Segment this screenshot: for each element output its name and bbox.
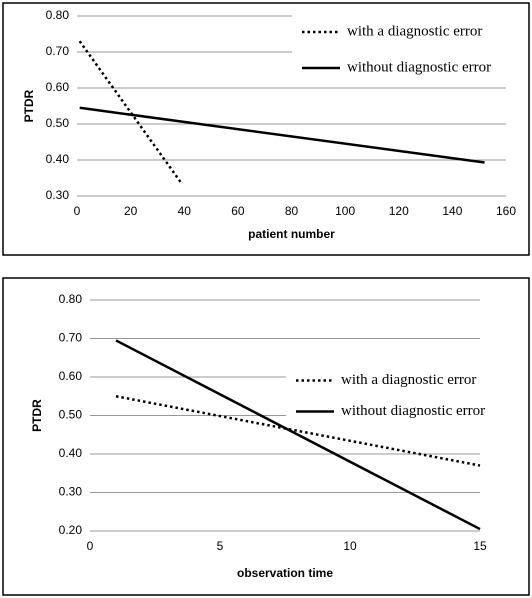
x-tick-label: 160	[496, 204, 516, 218]
y-tick-label: 0.40	[46, 152, 70, 166]
y-axis-label: PTDR	[22, 89, 36, 122]
y-tick-label: 0.60	[59, 369, 83, 383]
y-tick-label: 0.40	[59, 446, 83, 460]
x-tick-label: 80	[285, 204, 299, 218]
x-tick-label: 0	[74, 204, 81, 218]
x-tick-label: 10	[343, 539, 357, 553]
x-axis-label: patient number	[248, 227, 335, 241]
data-line	[78, 40, 183, 185]
y-tick-label: 0.70	[46, 44, 70, 58]
x-tick-label: 120	[389, 204, 409, 218]
x-tick-label: 20	[124, 204, 138, 218]
legend-box	[292, 14, 506, 86]
x-tick-label: 140	[442, 204, 462, 218]
chart-frame	[2, 2, 530, 256]
x-tick-label: 5	[217, 539, 224, 553]
data-line	[115, 339, 481, 531]
data-line	[115, 395, 481, 467]
y-tick-label: 0.30	[46, 188, 70, 202]
legend-label: with a diagnostic error	[341, 372, 476, 388]
legend-label: with a diagnostic error	[347, 23, 482, 39]
y-tick-label: 0.60	[46, 80, 70, 94]
y-tick-label: 0.70	[59, 331, 83, 345]
y-tick-label: 0.80	[46, 8, 70, 22]
x-tick-label: 60	[231, 204, 245, 218]
y-tick-label: 0.20	[59, 523, 83, 537]
x-tick-label: 40	[178, 204, 192, 218]
y-tick-label: 0.30	[59, 485, 83, 499]
y-tick-label: 0.50	[59, 408, 83, 422]
legend-label: without diagnostic error	[341, 403, 485, 419]
x-tick-label: 15	[473, 539, 487, 553]
x-axis-label: observation time	[237, 566, 333, 580]
y-tick-label: 0.80	[59, 292, 83, 306]
y-tick-label: 0.50	[46, 116, 70, 130]
x-tick-label: 100	[335, 204, 355, 218]
x-tick-label: 0	[87, 539, 94, 553]
legend-label: without diagnostic error	[347, 59, 491, 75]
legend-box	[286, 365, 506, 427]
chart-frame	[2, 277, 530, 596]
y-axis-label: PTDR	[30, 399, 44, 432]
data-line	[79, 106, 485, 164]
